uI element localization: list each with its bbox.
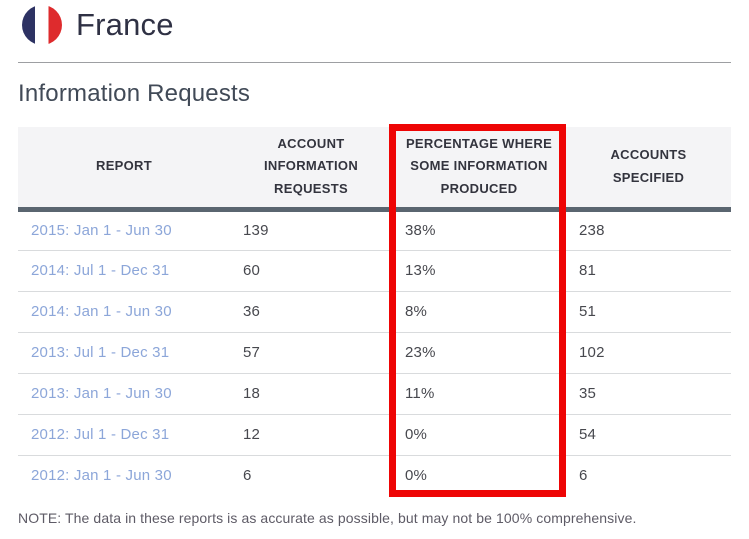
percentage-cell: 11%: [392, 373, 566, 415]
section-title: Information Requests: [18, 80, 251, 107]
accounts-cell: 51: [566, 291, 731, 333]
report-cell: 2012: Jul 1 - Dec 31: [18, 414, 230, 456]
accounts-cell: 6: [579, 467, 588, 485]
table-header-row: REPORT ACCOUNT INFORMATION REQUESTS PERC…: [18, 127, 731, 209]
report-cell: 2012: Jan 1 - Jun 30: [18, 455, 230, 496]
table-row: 2013: Jul 1 - Dec 31 57 23% 102: [18, 332, 731, 374]
report-cell: 2013: Jan 1 - Jun 30: [18, 373, 230, 415]
table-row: 2014: Jul 1 - Dec 31 60 13% 81: [18, 250, 731, 292]
requests-cell: 57: [230, 332, 392, 374]
accounts-cell: 102: [566, 332, 731, 374]
france-flag-icon: [22, 5, 62, 45]
percentage-cell: 23%: [392, 332, 566, 374]
country-title: France: [76, 7, 174, 42]
percentage-cell: 8%: [392, 291, 566, 333]
report-cell: 2013: Jul 1 - Dec 31: [18, 332, 230, 374]
column-header-accounts-specified: ACCOUNTS SPECIFIED: [566, 127, 731, 209]
percentage-cell: 0%: [392, 414, 566, 456]
accounts-cell: 81: [566, 250, 731, 292]
table-row: 2013: Jan 1 - Jun 30 18 11% 35: [18, 373, 731, 415]
report-link[interactable]: 2014: Jul 1 - Dec 31: [31, 262, 170, 279]
note-text: NOTE: The data in these reports is as ac…: [18, 510, 637, 526]
requests-cell: 36: [230, 291, 392, 333]
requests-cell: 12: [230, 414, 392, 456]
report-link[interactable]: 2013: Jan 1 - Jun 30: [31, 385, 172, 402]
accounts-cell: 238: [566, 209, 731, 251]
report-cell: 2014: Jan 1 - Jun 30: [18, 291, 230, 333]
header-divider: [18, 62, 731, 63]
requests-cell: 6: [243, 467, 252, 485]
percentage-cell: 0%: [405, 467, 428, 485]
accounts-cell: 54: [566, 414, 731, 456]
report-cell: 2014: Jul 1 - Dec 31: [18, 250, 230, 292]
requests-cell: 60: [230, 250, 392, 292]
report-link[interactable]: 2012: Jan 1 - Jun 30: [31, 467, 172, 485]
percentage-cell: 38%: [392, 209, 566, 251]
report-cell: 2015: Jan 1 - Jun 30: [18, 209, 230, 251]
table-row: 2012: Jul 1 - Dec 31 12 0% 54: [18, 414, 731, 456]
table-row: 2014: Jan 1 - Jun 30 36 8% 51: [18, 291, 731, 333]
report-link[interactable]: 2013: Jul 1 - Dec 31: [31, 344, 170, 361]
table-row: 2012: Jan 1 - Jun 30 6 0% 6: [18, 455, 731, 496]
report-link[interactable]: 2014: Jan 1 - Jun 30: [31, 303, 172, 320]
requests-cell: 18: [230, 373, 392, 415]
information-requests-table: REPORT ACCOUNT INFORMATION REQUESTS PERC…: [18, 127, 731, 496]
column-header-percentage-produced: PERCENTAGE WHERE SOME INFORMATION PRODUC…: [392, 127, 566, 209]
requests-cell: 139: [230, 209, 392, 251]
percentage-cell: 13%: [392, 250, 566, 292]
table-row: 2015: Jan 1 - Jun 30 139 38% 238: [18, 209, 731, 251]
country-header: France: [22, 5, 174, 45]
report-link[interactable]: 2012: Jul 1 - Dec 31: [31, 426, 170, 443]
column-header-report: REPORT: [18, 127, 230, 209]
column-header-account-information-requests: ACCOUNT INFORMATION REQUESTS: [230, 127, 392, 209]
accounts-cell: 35: [566, 373, 731, 415]
report-link[interactable]: 2015: Jan 1 - Jun 30: [31, 222, 172, 239]
